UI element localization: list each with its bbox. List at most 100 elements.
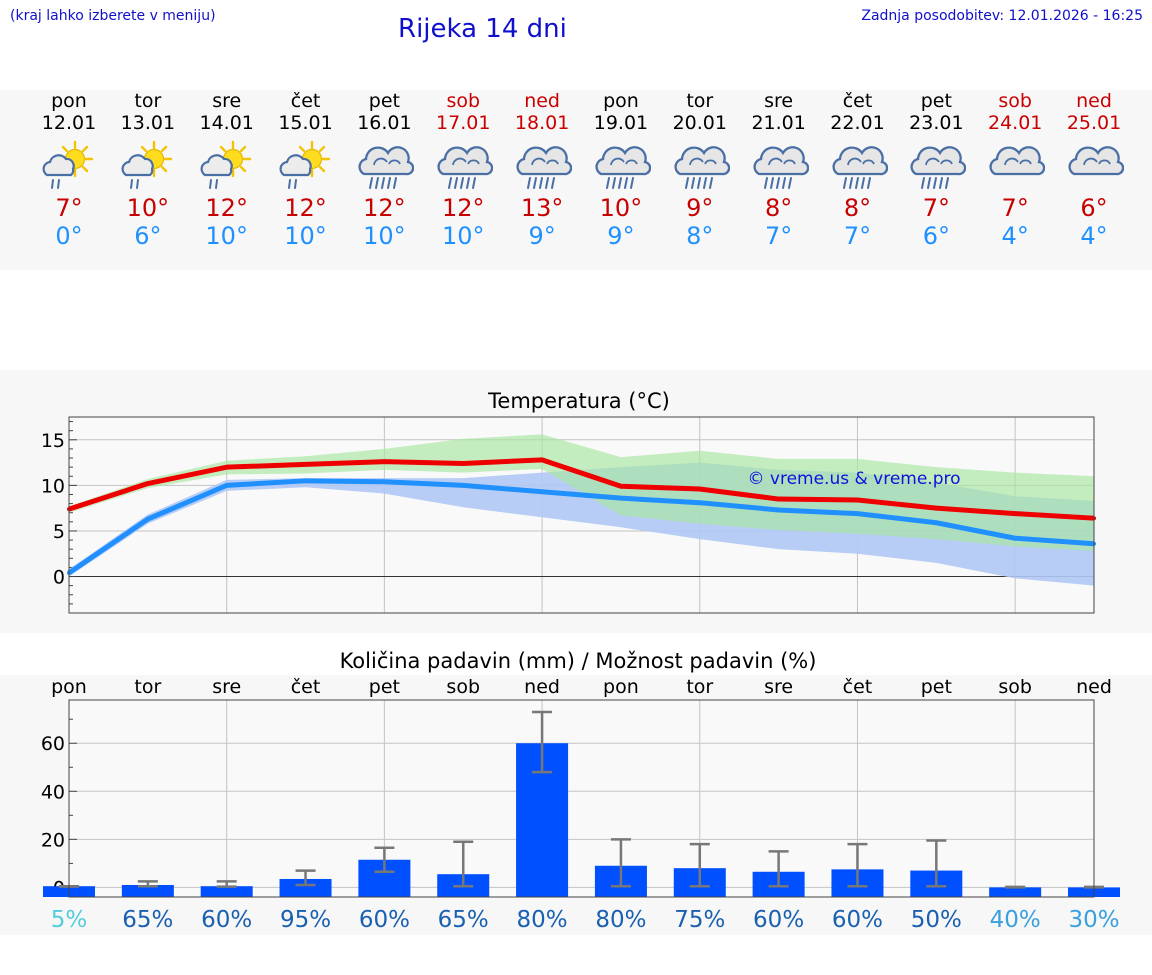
temp-min-point — [461, 483, 466, 488]
last-updated: Zadnja posodobitev: 12.01.2026 - 16:25 — [861, 8, 1143, 24]
precip-bar — [121, 884, 174, 897]
temp-max: 10° — [599, 194, 643, 222]
temp-min: 10° — [284, 222, 327, 250]
day-date: 15.01 — [278, 112, 333, 134]
y-tick-label: 15 — [41, 430, 65, 452]
temp-max-point — [461, 461, 466, 466]
precip-probability: 60% — [359, 907, 410, 933]
temp-min: 7° — [765, 222, 793, 250]
precip-bar — [989, 887, 1042, 897]
temp-min: 7° — [843, 222, 872, 250]
temp-min: 4° — [1080, 222, 1108, 250]
plot-frame — [68, 416, 1095, 614]
region-menu-hint[interactable]: (kraj lahko izberete v meniju) — [10, 8, 216, 24]
precip-probability: 60% — [201, 907, 252, 933]
temp-min: 9° — [528, 222, 556, 250]
temp-min-point — [697, 500, 702, 505]
x-category-label: pet — [369, 676, 400, 698]
day-forecast: pon 12.01 7° 0° — [29, 90, 109, 250]
y-tick-label: 20 — [41, 829, 65, 851]
x-category-label: pon — [603, 676, 639, 698]
day-name: sre — [212, 90, 242, 112]
temp-max: 12° — [441, 194, 485, 222]
cloud-rain-icon — [674, 146, 730, 189]
temp-min-point — [776, 507, 781, 512]
x-category-label: ned — [524, 676, 560, 698]
precip-probability: 65% — [122, 907, 173, 933]
temp-max: 7° — [55, 194, 83, 222]
temp-max: 12° — [363, 194, 406, 222]
temp-min-point — [303, 478, 308, 483]
precip-probability: 65% — [438, 907, 489, 933]
day-name: ned — [524, 90, 560, 112]
x-category-label: čet — [843, 676, 873, 698]
cloud-icon — [1068, 146, 1125, 176]
day-date: 21.01 — [751, 112, 806, 134]
x-category-label: tor — [134, 676, 161, 698]
temp-max: 12° — [284, 194, 327, 222]
temp-max: 7° — [922, 194, 950, 222]
day-date: 24.01 — [987, 112, 1043, 134]
temp-min: 6° — [922, 222, 950, 250]
precip-probability: 50% — [911, 907, 962, 933]
x-category-label: pet — [921, 676, 952, 698]
cloud-rain-icon — [831, 146, 888, 189]
temp-max: 7° — [1001, 194, 1029, 222]
precip-probability: 40% — [990, 907, 1041, 933]
day-name: ned — [1076, 90, 1112, 112]
cloud-rain-icon — [595, 146, 651, 189]
day-forecast: sob 24.01 7° 4° — [975, 90, 1055, 250]
temp-max-point — [934, 506, 939, 511]
temp-min: 9° — [607, 222, 635, 250]
sun-cloud-rain-icon — [279, 140, 330, 189]
precip-probability: 5% — [51, 907, 88, 933]
temp-min: 8° — [686, 222, 714, 250]
temp-max-point — [618, 484, 623, 489]
day-name: pon — [603, 90, 639, 112]
y-tick-label: 10 — [41, 475, 65, 497]
day-name: čet — [842, 90, 873, 112]
precip-probability: 60% — [753, 907, 804, 933]
temp-max: 10° — [126, 194, 170, 222]
temp-min: 10° — [205, 222, 248, 250]
x-category-label: sre — [764, 676, 793, 698]
temp-max-line — [68, 457, 1095, 521]
day-forecast: pet 16.01 12° 10° — [344, 90, 424, 250]
day-date: 13.01 — [120, 112, 176, 134]
temp-min: 6° — [134, 222, 162, 250]
temp-max-point — [1013, 511, 1018, 516]
x-category-label: ned — [1076, 676, 1112, 698]
precip-bar — [200, 886, 253, 897]
chart-title: Temperatura (°C) — [487, 389, 670, 413]
day-name: pet — [920, 90, 952, 112]
day-forecast: pet 23.01 7° 6° — [896, 90, 976, 250]
cloud-rain-icon — [437, 146, 494, 189]
cloud-rain-icon — [753, 146, 809, 189]
day-date: 23.01 — [909, 112, 964, 134]
x-category-label: sob — [998, 676, 1032, 698]
temp-min-point — [382, 479, 387, 484]
chart-title: Količina padavin (mm) / Možnost padavin … — [340, 649, 817, 673]
temp-min-point — [1013, 536, 1018, 541]
precip-probability: 80% — [517, 907, 568, 933]
day-date: 18.01 — [514, 112, 570, 134]
day-date: 20.01 — [672, 112, 727, 134]
precip-probability: 30% — [1068, 907, 1119, 933]
day-forecast: sre 21.01 8° 7° — [739, 90, 819, 250]
day-forecast: tor 20.01 9° 8° — [660, 90, 740, 250]
x-category-label: sre — [212, 676, 241, 698]
day-date: 17.01 — [436, 112, 491, 134]
day-date: 22.01 — [830, 112, 885, 134]
temp-max-point — [855, 497, 860, 502]
plot-area — [69, 700, 1094, 897]
sun-cloud-rain-icon — [121, 140, 173, 189]
day-forecast: sob 17.01 12° 10° — [423, 90, 503, 250]
temp-min-point — [540, 489, 545, 494]
day-name: čet — [290, 90, 321, 112]
day-date: 12.01 — [41, 112, 97, 134]
x-category-label: čet — [291, 676, 321, 698]
temp-min: 4° — [1001, 222, 1029, 250]
temp-min: 10° — [363, 222, 406, 250]
temp-max: 8° — [843, 194, 872, 222]
day-forecast: ned 25.01 6° 4° — [1054, 90, 1134, 250]
